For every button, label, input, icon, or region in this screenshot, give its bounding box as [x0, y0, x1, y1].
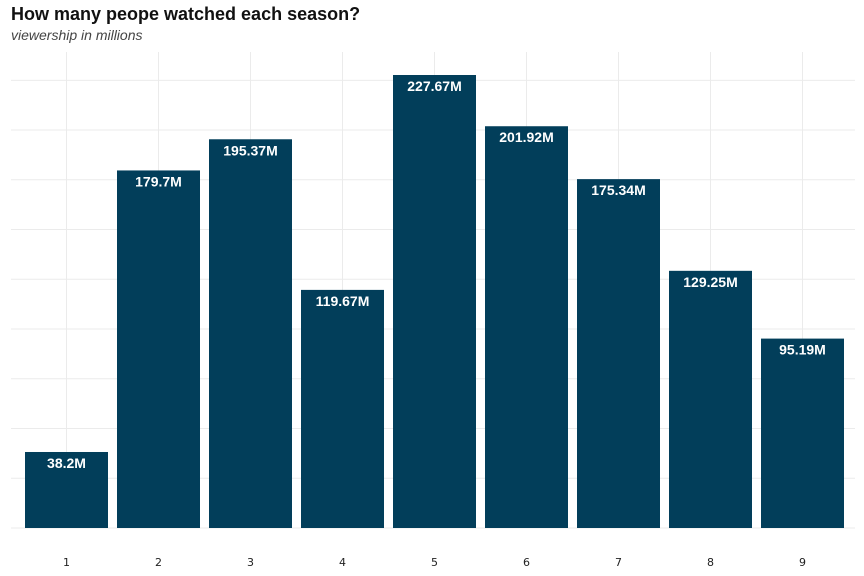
bar: [761, 338, 844, 528]
chart-title: How many peope watched each season?: [11, 4, 361, 24]
x-axis-ticks: 1 2 3 4 5 6 7 8 9: [63, 556, 806, 569]
x-tick-label: 4: [339, 556, 346, 569]
bar-value-label: 119.67M: [316, 293, 370, 309]
bar: [393, 75, 476, 528]
bar: [117, 170, 200, 528]
bar-value-label: 38.2M: [47, 455, 86, 471]
chart-subtitle: viewership in millions: [11, 27, 143, 43]
x-tick-label: 5: [431, 556, 438, 569]
bar-value-label: 175.34M: [591, 182, 645, 198]
bar-value-label: 201.92M: [499, 129, 553, 145]
bar: [577, 179, 660, 529]
bar: [25, 451, 108, 528]
x-tick-label: 7: [615, 556, 622, 569]
x-tick-label: 8: [707, 556, 714, 569]
bar: [301, 289, 384, 528]
bar-value-labels: 38.2M 179.7M 195.37M 119.67M 227.67M 201.92M 1…: [47, 78, 826, 471]
x-tick-label: 6: [523, 556, 530, 569]
bar: [209, 139, 292, 529]
x-tick-label: 9: [799, 556, 806, 569]
x-tick-label: 2: [155, 556, 162, 569]
bars: [25, 75, 844, 529]
x-tick-label: 3: [247, 556, 254, 569]
bar-value-label: 95.19M: [779, 342, 826, 358]
bar-value-label: 227.67M: [407, 78, 461, 94]
bar-value-label: 179.7M: [135, 173, 182, 189]
bar-value-label: 129.25M: [683, 274, 737, 290]
bar: [669, 270, 752, 528]
x-tick-label: 1: [63, 556, 70, 569]
bar-value-label: 195.37M: [223, 142, 277, 158]
bar: [485, 126, 568, 528]
